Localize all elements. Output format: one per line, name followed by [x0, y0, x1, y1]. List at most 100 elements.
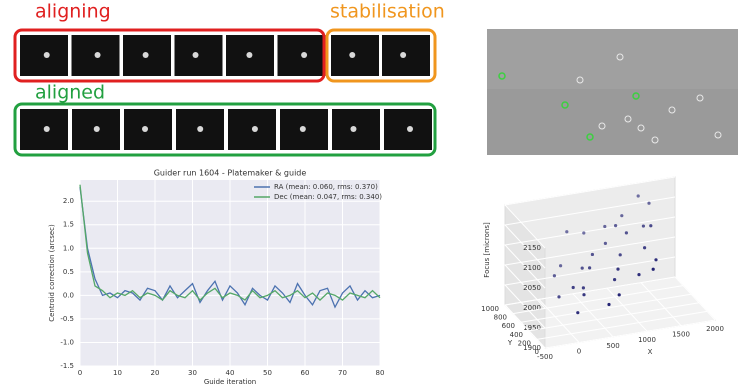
grid-line [512, 285, 684, 315]
star [94, 52, 101, 58]
legend-label: Dec (mean: 0.047, rms: 0.340) [274, 193, 382, 201]
z-tick-label: 1900 [523, 344, 541, 352]
point [581, 286, 586, 290]
point [607, 302, 611, 307]
point [616, 267, 620, 271]
y-tick-label: 800 [494, 314, 507, 322]
x-tick-label: 2000 [706, 325, 724, 333]
point [565, 230, 569, 234]
star [43, 52, 50, 58]
point [637, 273, 641, 277]
star [400, 52, 407, 58]
thumbnails [20, 35, 432, 150]
grid-line [503, 256, 676, 329]
grid-line [504, 304, 546, 349]
y-tick-label: -1.5 [60, 362, 74, 370]
point [647, 201, 651, 205]
star [142, 52, 149, 58]
star [349, 52, 356, 58]
x-tick-label: 1000 [638, 336, 656, 344]
point [557, 295, 561, 299]
grid-line [572, 293, 614, 338]
y-tick-label: 0.5 [63, 268, 74, 276]
star [350, 126, 357, 132]
x-tick-label: 30 [188, 369, 197, 377]
z-axis-label: Focus [microns] [483, 222, 491, 278]
star [246, 52, 253, 58]
x-tick-label: 1500 [672, 331, 690, 339]
point [620, 214, 624, 218]
point [624, 231, 629, 235]
line-chart: Guider run 1604 - Platemaker & guide -1.5… [48, 169, 384, 387]
y-axis-label: Y [507, 339, 513, 347]
aligned-box [13, 102, 437, 157]
x-axis-label: Guide iteration [204, 378, 256, 386]
point [654, 258, 658, 262]
y-tick-label: 1.0 [63, 244, 74, 252]
x-tick-label: 40 [226, 369, 235, 377]
point [552, 274, 557, 278]
series-line [79, 184, 381, 302]
y-tick-label: 200 [518, 339, 531, 347]
sky-image [487, 29, 738, 155]
point [614, 224, 618, 228]
aligning-label: aligning [35, 1, 111, 23]
y-tick-label: 2.0 [63, 197, 74, 205]
y-tick-label: 1.5 [63, 221, 74, 229]
thumbnail [174, 35, 223, 76]
x-axis-label: X [648, 348, 653, 356]
stabilisation-label: stabilisation [330, 1, 445, 23]
star [192, 52, 199, 58]
point [559, 264, 563, 268]
x-tick-label: 50 [263, 369, 272, 377]
grid-line [504, 276, 676, 306]
z-tick-label: 2050 [523, 284, 541, 292]
grid-line [503, 176, 676, 249]
x-tick-label: -500 [537, 353, 553, 361]
y-tick-label: 400 [510, 331, 523, 339]
x-tick-label: 0 [78, 369, 82, 377]
z-tick-label: 2100 [523, 264, 541, 272]
x-tick-label: 10 [113, 369, 122, 377]
point [641, 224, 646, 228]
y-tick-label: 600 [502, 322, 515, 330]
star [93, 126, 100, 132]
y-tick-label: -1.0 [60, 338, 74, 346]
point [603, 241, 608, 245]
z-tick-label: 2000 [523, 304, 541, 312]
y-tick-label: -0.5 [60, 315, 74, 323]
point [636, 194, 640, 198]
grid-line [606, 287, 648, 332]
x-tick-label: 0 [577, 347, 581, 355]
aligned-label: aligned [35, 82, 105, 104]
star [142, 126, 149, 132]
point [576, 311, 580, 315]
stabilisation-box [325, 28, 437, 83]
grid-line [674, 276, 716, 321]
chart-title: Guider run 1604 - Platemaker & guide [154, 169, 307, 178]
grid-line [503, 236, 676, 309]
aligning-box [13, 28, 326, 83]
grid-line [503, 196, 676, 269]
y-axis-label: Centroid correction (arcsec) [48, 224, 56, 322]
point [580, 266, 584, 270]
x-tick-label: 60 [301, 369, 310, 377]
point [617, 293, 621, 297]
point [613, 278, 617, 282]
point [582, 231, 586, 235]
point [590, 252, 595, 257]
grid-line [538, 299, 580, 343]
y-tick-label: 1000 [481, 305, 499, 313]
point [603, 224, 607, 229]
star [406, 126, 413, 132]
x-tick-label: 70 [338, 369, 347, 377]
y-tick-label: 0.0 [63, 291, 74, 299]
point [651, 267, 655, 271]
thumbnail [124, 109, 172, 150]
star [301, 52, 308, 58]
star [43, 126, 50, 132]
grid-line [536, 310, 708, 340]
x-tick-label: 80 [376, 369, 385, 377]
